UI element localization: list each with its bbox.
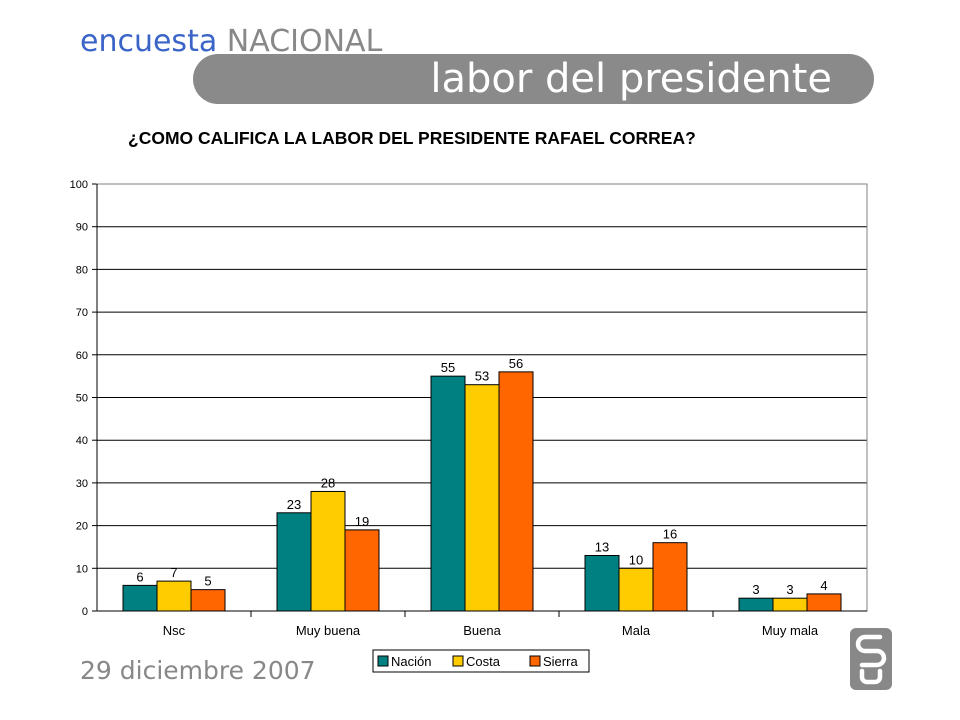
y-tick-label: 80 xyxy=(76,264,88,276)
legend-swatch xyxy=(377,655,389,667)
data-label: 23 xyxy=(287,497,301,512)
legend-label: Sierra xyxy=(543,654,578,669)
bar xyxy=(344,529,380,612)
bar xyxy=(310,490,346,612)
legend-swatch xyxy=(529,655,541,667)
footer-date: 29 diciembre 2007 xyxy=(80,656,316,685)
bar xyxy=(156,580,192,612)
bar xyxy=(618,567,654,612)
bar xyxy=(498,371,534,612)
data-label: 16 xyxy=(663,527,677,542)
y-tick-label: 0 xyxy=(82,606,88,618)
banner-title: labor del presidente xyxy=(430,56,832,102)
legend-label: Nación xyxy=(391,654,431,669)
x-tick-label: Buena xyxy=(463,623,501,638)
bar xyxy=(584,554,620,612)
bar xyxy=(190,589,226,612)
title-banner: labor del presidente xyxy=(193,54,874,104)
y-tick-label: 30 xyxy=(76,478,88,490)
data-label: 4 xyxy=(820,578,827,593)
bar xyxy=(430,375,466,612)
y-tick-label: 100 xyxy=(70,179,88,191)
data-label: 7 xyxy=(170,565,177,580)
data-label: 19 xyxy=(355,514,369,529)
x-tick-label: Nsc xyxy=(163,623,186,638)
chart-title: ¿COMO CALIFICA LA LABOR DEL PRESIDENTE R… xyxy=(128,128,696,148)
bar xyxy=(772,597,808,612)
data-label: 13 xyxy=(595,539,609,554)
bar xyxy=(738,597,774,612)
legend-swatch xyxy=(452,655,464,667)
bar xyxy=(806,593,842,612)
brand-part-2: NACIONAL xyxy=(226,24,383,59)
bar xyxy=(122,584,158,612)
data-label: 5 xyxy=(204,574,211,589)
data-label: 6 xyxy=(136,569,143,584)
y-tick-label: 50 xyxy=(76,393,88,405)
data-label: 3 xyxy=(786,582,793,597)
bar xyxy=(652,542,688,612)
data-label: 53 xyxy=(475,369,489,384)
legend-label: Costa xyxy=(466,654,501,669)
brand-logo-text: encuesta NACIONAL xyxy=(80,24,382,59)
y-tick-label: 20 xyxy=(76,521,88,533)
x-tick-label: Mala xyxy=(622,623,651,638)
data-label: 10 xyxy=(629,552,643,567)
y-tick-label: 10 xyxy=(76,563,88,575)
y-tick-label: 60 xyxy=(76,350,88,362)
data-label: 55 xyxy=(441,360,455,375)
y-tick-label: 70 xyxy=(76,307,88,319)
cedatos-logo-icon xyxy=(850,628,892,690)
y-tick-label: 90 xyxy=(76,222,88,234)
bar xyxy=(464,384,500,612)
data-label: 3 xyxy=(752,582,759,597)
data-label: 56 xyxy=(509,356,523,371)
data-label: 28 xyxy=(321,475,335,490)
x-tick-label: Muy mala xyxy=(762,623,819,638)
brand-part-1: encuesta xyxy=(80,24,218,59)
bar xyxy=(276,512,312,612)
x-tick-label: Muy buena xyxy=(296,623,361,638)
y-tick-label: 40 xyxy=(76,435,88,447)
